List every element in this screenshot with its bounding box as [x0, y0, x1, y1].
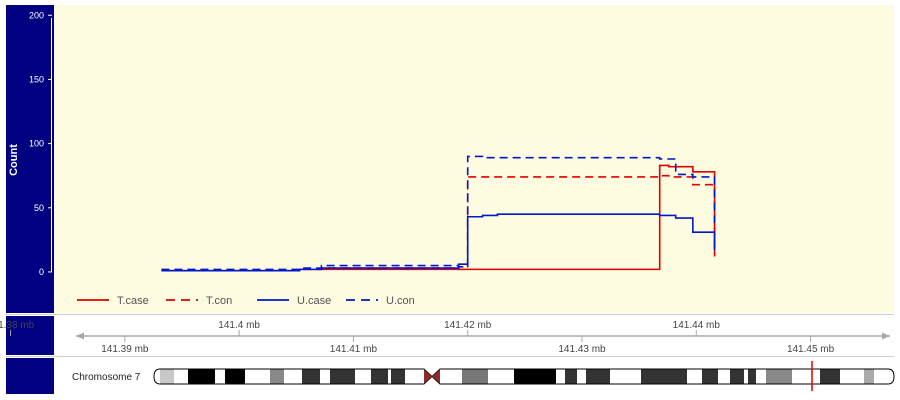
band — [391, 369, 405, 384]
band — [514, 369, 556, 384]
data-point — [482, 215, 484, 217]
axis-tick-label: 141.45 mb — [787, 344, 835, 355]
axis-arrow-left-icon — [76, 332, 84, 340]
ideogram-title-bar — [6, 358, 54, 394]
centromere-left — [424, 369, 432, 384]
chromosome-label: Chromosome 7 — [72, 372, 141, 383]
legend-label: U.con — [386, 295, 415, 307]
data-point — [675, 217, 677, 219]
data-point — [497, 213, 499, 215]
band — [302, 369, 320, 384]
data-point — [692, 171, 694, 173]
data-point — [692, 176, 694, 178]
data-panel — [54, 5, 894, 313]
y-tick-label: 50 — [34, 203, 44, 213]
data-point — [692, 231, 694, 233]
band — [820, 369, 840, 384]
axis-tick-label: 141.4 mb — [218, 320, 260, 331]
data-point — [467, 216, 469, 218]
band — [748, 369, 756, 384]
y-tick-label: 150 — [29, 74, 44, 84]
data-point — [714, 253, 716, 255]
track-title-bar — [6, 5, 54, 313]
axis-arrow-right-icon — [882, 332, 890, 340]
data-point — [692, 184, 694, 186]
band — [864, 369, 874, 384]
band — [270, 369, 284, 384]
data-point — [659, 175, 661, 177]
band — [462, 369, 488, 384]
band — [702, 369, 718, 384]
band — [766, 369, 792, 384]
data-point — [659, 215, 661, 217]
data-point — [659, 158, 661, 160]
axis-tick-label: 141.39 mb — [101, 344, 149, 355]
band — [730, 369, 744, 384]
chromosome-bands — [160, 369, 874, 384]
data-point — [668, 176, 670, 178]
axis-tick-label: 141.44 mb — [673, 320, 721, 331]
data-point — [659, 165, 661, 167]
data-point — [458, 266, 460, 268]
data-point — [467, 176, 469, 178]
data-point — [467, 156, 469, 158]
band — [651, 369, 687, 384]
series-layer — [161, 155, 716, 272]
y-axis-label: Count — [8, 144, 20, 176]
data-point — [321, 265, 323, 267]
data-point — [482, 157, 484, 159]
y-tick-label: 100 — [29, 139, 44, 149]
band — [160, 369, 174, 384]
data-point — [714, 222, 716, 224]
data-point — [467, 269, 469, 271]
y-tick-label: 0 — [39, 267, 44, 277]
legend-label: T.case — [117, 295, 149, 307]
axis-tick-label: 141.43 mb — [558, 344, 606, 355]
data-point — [497, 157, 499, 159]
axis-tick-label: 141.38 mb — [0, 320, 35, 331]
band — [188, 369, 215, 384]
series-line-u-case — [161, 213, 716, 272]
data-point — [714, 256, 716, 258]
band — [330, 369, 355, 384]
legend: T.case T.con U.case U.con — [77, 295, 415, 307]
data-point — [299, 267, 301, 269]
axis-tick-label: 141.41 mb — [330, 344, 378, 355]
legend-label: T.con — [206, 295, 232, 307]
axis-title-bar — [6, 316, 54, 355]
y-tick-label: 200 — [29, 10, 44, 20]
data-point — [675, 174, 677, 176]
band — [565, 369, 577, 384]
centromere-right — [432, 369, 440, 384]
data-point — [668, 166, 670, 168]
band — [641, 369, 651, 384]
data-point — [714, 249, 716, 251]
legend-label: U.case — [297, 295, 331, 307]
chromosome-ideogram — [153, 361, 895, 391]
data-point — [161, 269, 163, 271]
axis-tick-label: 141.42 mb — [444, 320, 492, 331]
band — [225, 369, 245, 384]
genome-axis: 141.38 mb 141.4 mb 141.42 mb 141.44 mb 141.3… — [0, 320, 890, 355]
series-line-u-con — [161, 155, 716, 271]
band — [586, 369, 610, 384]
y-axis-ticks: 0 50 100 150 200 — [29, 10, 52, 277]
band — [371, 369, 388, 384]
genome-axis-ticks: 141.38 mb 141.4 mb 141.42 mb 141.44 mb 141.3… — [0, 320, 835, 355]
